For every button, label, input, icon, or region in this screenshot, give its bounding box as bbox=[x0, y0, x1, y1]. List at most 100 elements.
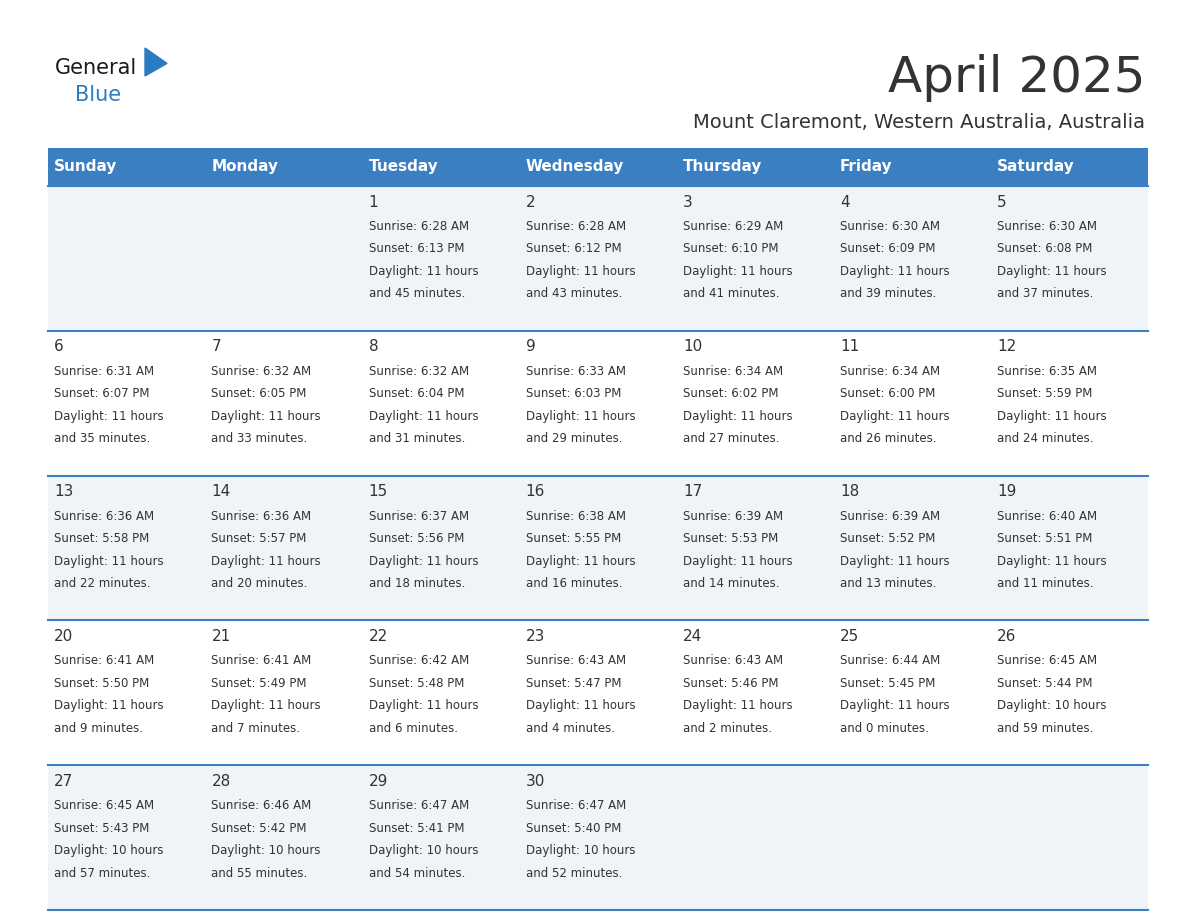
Text: General: General bbox=[55, 58, 138, 78]
Text: Daylight: 11 hours: Daylight: 11 hours bbox=[368, 700, 479, 712]
Text: 13: 13 bbox=[55, 485, 74, 499]
Text: 17: 17 bbox=[683, 485, 702, 499]
Text: and 54 minutes.: and 54 minutes. bbox=[368, 867, 465, 879]
Text: and 45 minutes.: and 45 minutes. bbox=[368, 287, 465, 300]
Text: Sunset: 5:45 PM: Sunset: 5:45 PM bbox=[840, 677, 935, 689]
Text: Daylight: 11 hours: Daylight: 11 hours bbox=[55, 409, 164, 422]
Text: Sunrise: 6:39 AM: Sunrise: 6:39 AM bbox=[683, 509, 783, 522]
Text: and 55 minutes.: and 55 minutes. bbox=[211, 867, 308, 879]
Text: and 7 minutes.: and 7 minutes. bbox=[211, 722, 301, 734]
Text: Sunrise: 6:37 AM: Sunrise: 6:37 AM bbox=[368, 509, 469, 522]
Text: Daylight: 11 hours: Daylight: 11 hours bbox=[997, 554, 1107, 567]
Text: 8: 8 bbox=[368, 340, 378, 354]
Text: 3: 3 bbox=[683, 195, 693, 209]
Text: and 41 minutes.: and 41 minutes. bbox=[683, 287, 779, 300]
Text: 20: 20 bbox=[55, 629, 74, 644]
Text: Daylight: 10 hours: Daylight: 10 hours bbox=[997, 700, 1107, 712]
Text: Daylight: 11 hours: Daylight: 11 hours bbox=[526, 700, 636, 712]
Text: 2: 2 bbox=[526, 195, 536, 209]
Text: Tuesday: Tuesday bbox=[368, 160, 438, 174]
Text: Sunset: 5:48 PM: Sunset: 5:48 PM bbox=[368, 677, 465, 689]
Text: Sunset: 5:51 PM: Sunset: 5:51 PM bbox=[997, 532, 1093, 545]
Text: Sunrise: 6:42 AM: Sunrise: 6:42 AM bbox=[368, 655, 469, 667]
Text: Daylight: 11 hours: Daylight: 11 hours bbox=[997, 409, 1107, 422]
Text: Sunset: 6:05 PM: Sunset: 6:05 PM bbox=[211, 387, 307, 400]
Text: Daylight: 11 hours: Daylight: 11 hours bbox=[840, 409, 949, 422]
Text: and 27 minutes.: and 27 minutes. bbox=[683, 432, 779, 445]
Text: Sunset: 6:00 PM: Sunset: 6:00 PM bbox=[840, 387, 935, 400]
Text: Daylight: 11 hours: Daylight: 11 hours bbox=[55, 700, 164, 712]
Text: Sunrise: 6:47 AM: Sunrise: 6:47 AM bbox=[526, 800, 626, 812]
Text: Monday: Monday bbox=[211, 160, 278, 174]
Text: Blue: Blue bbox=[75, 85, 121, 105]
Text: and 31 minutes.: and 31 minutes. bbox=[368, 432, 465, 445]
Text: 6: 6 bbox=[55, 340, 64, 354]
Text: Sunrise: 6:47 AM: Sunrise: 6:47 AM bbox=[368, 800, 469, 812]
Text: 16: 16 bbox=[526, 485, 545, 499]
Text: Daylight: 10 hours: Daylight: 10 hours bbox=[526, 845, 636, 857]
Text: Daylight: 11 hours: Daylight: 11 hours bbox=[840, 700, 949, 712]
Text: 26: 26 bbox=[997, 629, 1017, 644]
Text: Sunrise: 6:43 AM: Sunrise: 6:43 AM bbox=[683, 655, 783, 667]
Text: Sunset: 5:42 PM: Sunset: 5:42 PM bbox=[211, 822, 307, 834]
Text: Sunrise: 6:33 AM: Sunrise: 6:33 AM bbox=[526, 364, 626, 378]
Text: Sunset: 5:50 PM: Sunset: 5:50 PM bbox=[55, 677, 150, 689]
Text: Sunday: Sunday bbox=[55, 160, 118, 174]
Text: Daylight: 11 hours: Daylight: 11 hours bbox=[211, 554, 321, 567]
Text: Sunrise: 6:34 AM: Sunrise: 6:34 AM bbox=[683, 364, 783, 378]
Text: Daylight: 11 hours: Daylight: 11 hours bbox=[997, 265, 1107, 278]
Text: 23: 23 bbox=[526, 629, 545, 644]
Bar bbox=[48, 476, 1148, 621]
Text: and 22 minutes.: and 22 minutes. bbox=[55, 577, 151, 590]
Text: Daylight: 11 hours: Daylight: 11 hours bbox=[368, 554, 479, 567]
Bar bbox=[48, 148, 1148, 186]
Text: Sunset: 5:41 PM: Sunset: 5:41 PM bbox=[368, 822, 465, 834]
Text: Sunset: 5:44 PM: Sunset: 5:44 PM bbox=[997, 677, 1093, 689]
Text: and 59 minutes.: and 59 minutes. bbox=[997, 722, 1093, 734]
Text: 19: 19 bbox=[997, 485, 1017, 499]
Text: 25: 25 bbox=[840, 629, 859, 644]
Text: 11: 11 bbox=[840, 340, 859, 354]
Text: Daylight: 11 hours: Daylight: 11 hours bbox=[368, 265, 479, 278]
Text: Sunset: 5:40 PM: Sunset: 5:40 PM bbox=[526, 822, 621, 834]
Text: Friday: Friday bbox=[840, 160, 892, 174]
Text: Daylight: 11 hours: Daylight: 11 hours bbox=[211, 409, 321, 422]
Text: and 11 minutes.: and 11 minutes. bbox=[997, 577, 1094, 590]
Text: and 14 minutes.: and 14 minutes. bbox=[683, 577, 779, 590]
Text: Daylight: 10 hours: Daylight: 10 hours bbox=[211, 845, 321, 857]
Text: and 33 minutes.: and 33 minutes. bbox=[211, 432, 308, 445]
Text: Daylight: 11 hours: Daylight: 11 hours bbox=[840, 554, 949, 567]
Text: Sunrise: 6:32 AM: Sunrise: 6:32 AM bbox=[211, 364, 311, 378]
Text: Sunset: 5:59 PM: Sunset: 5:59 PM bbox=[997, 387, 1093, 400]
Text: Daylight: 11 hours: Daylight: 11 hours bbox=[683, 265, 792, 278]
Text: and 9 minutes.: and 9 minutes. bbox=[55, 722, 144, 734]
Text: Sunrise: 6:31 AM: Sunrise: 6:31 AM bbox=[55, 364, 154, 378]
Text: Sunset: 6:04 PM: Sunset: 6:04 PM bbox=[368, 387, 465, 400]
Text: 4: 4 bbox=[840, 195, 849, 209]
Text: Sunset: 6:12 PM: Sunset: 6:12 PM bbox=[526, 242, 621, 255]
Text: 9: 9 bbox=[526, 340, 536, 354]
Text: Daylight: 11 hours: Daylight: 11 hours bbox=[683, 700, 792, 712]
Text: Sunset: 5:53 PM: Sunset: 5:53 PM bbox=[683, 532, 778, 545]
Text: Daylight: 11 hours: Daylight: 11 hours bbox=[683, 554, 792, 567]
Text: and 57 minutes.: and 57 minutes. bbox=[55, 867, 151, 879]
Text: 28: 28 bbox=[211, 774, 230, 789]
Text: Sunrise: 6:28 AM: Sunrise: 6:28 AM bbox=[368, 220, 469, 233]
Text: Sunrise: 6:43 AM: Sunrise: 6:43 AM bbox=[526, 655, 626, 667]
Text: and 29 minutes.: and 29 minutes. bbox=[526, 432, 623, 445]
Text: 29: 29 bbox=[368, 774, 388, 789]
Text: and 20 minutes.: and 20 minutes. bbox=[211, 577, 308, 590]
Text: Sunrise: 6:38 AM: Sunrise: 6:38 AM bbox=[526, 509, 626, 522]
Text: Sunrise: 6:28 AM: Sunrise: 6:28 AM bbox=[526, 220, 626, 233]
Bar bbox=[48, 766, 1148, 910]
Bar bbox=[48, 621, 1148, 766]
Text: Sunrise: 6:41 AM: Sunrise: 6:41 AM bbox=[55, 655, 154, 667]
Text: Daylight: 11 hours: Daylight: 11 hours bbox=[840, 265, 949, 278]
Text: Sunrise: 6:45 AM: Sunrise: 6:45 AM bbox=[55, 800, 154, 812]
Text: and 35 minutes.: and 35 minutes. bbox=[55, 432, 151, 445]
Text: and 18 minutes.: and 18 minutes. bbox=[368, 577, 465, 590]
Text: Sunrise: 6:36 AM: Sunrise: 6:36 AM bbox=[55, 509, 154, 522]
Text: Sunrise: 6:44 AM: Sunrise: 6:44 AM bbox=[840, 655, 940, 667]
Text: Sunset: 6:08 PM: Sunset: 6:08 PM bbox=[997, 242, 1093, 255]
Text: Daylight: 11 hours: Daylight: 11 hours bbox=[683, 409, 792, 422]
